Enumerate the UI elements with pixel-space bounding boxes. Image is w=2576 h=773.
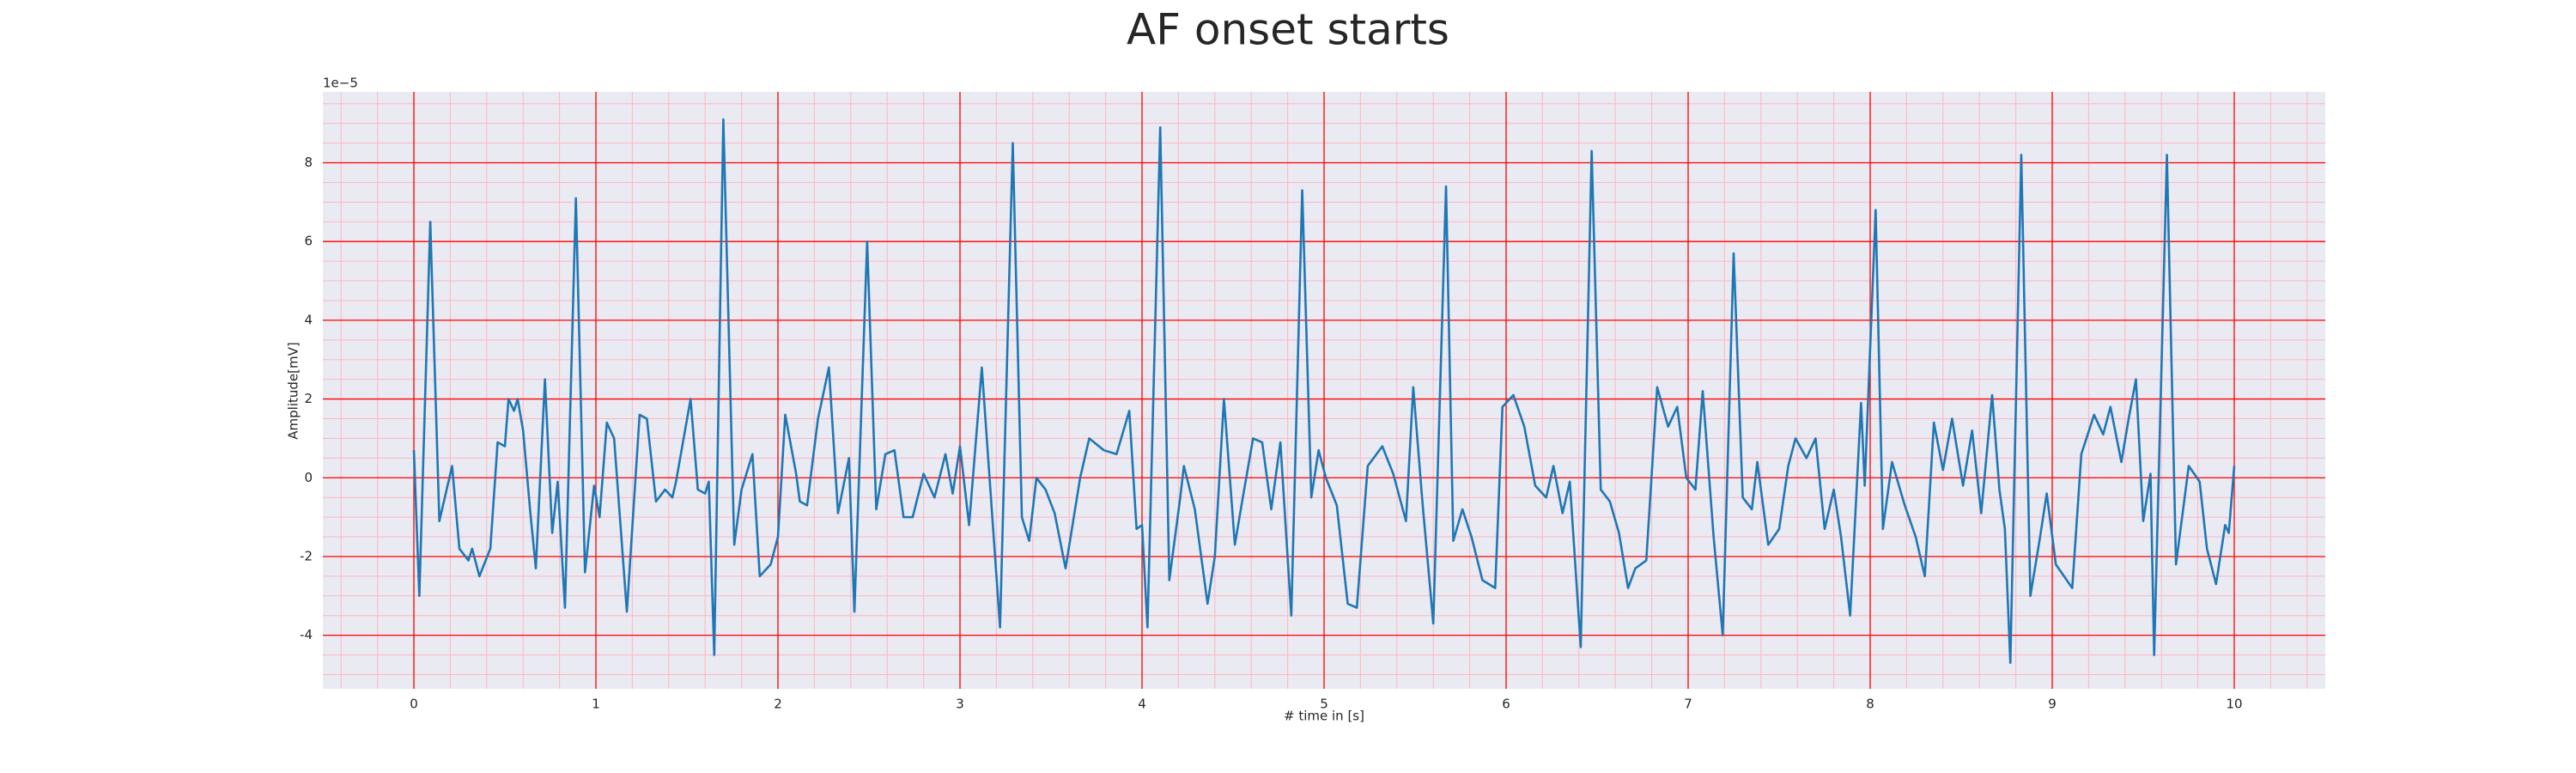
x-tick-label: 2: [774, 697, 782, 712]
signal-line: [412, 118, 2236, 665]
chart-title: AF onset starts: [1127, 5, 1449, 55]
y-tick-label: 6: [304, 234, 313, 249]
x-tick-label: 6: [1502, 697, 1510, 712]
x-tick-label: 5: [1320, 697, 1328, 712]
x-axis-label: # time in [s]: [1284, 709, 1364, 724]
x-tick-label: 4: [1138, 697, 1146, 712]
y-tick-label: 0: [304, 470, 313, 485]
y-tick-label: -4: [300, 627, 313, 642]
y-tick-label: 2: [304, 391, 313, 406]
x-tick-label: 0: [410, 697, 418, 712]
x-tick-label: 10: [2226, 697, 2242, 712]
x-tick-label: 1: [592, 697, 600, 712]
y-axis-label: Amplitude[mV]: [286, 342, 301, 439]
x-tick-label: 9: [2048, 697, 2057, 712]
y-tick-label: 4: [304, 312, 313, 327]
x-tick-label: 8: [1866, 697, 1874, 712]
y-tick-label: -2: [300, 548, 313, 563]
x-tick-label: 3: [956, 697, 964, 712]
y-tick-label: 8: [304, 155, 313, 170]
y-offset-label: 1e−5: [323, 76, 358, 91]
x-tick-label: 7: [1684, 697, 1692, 712]
